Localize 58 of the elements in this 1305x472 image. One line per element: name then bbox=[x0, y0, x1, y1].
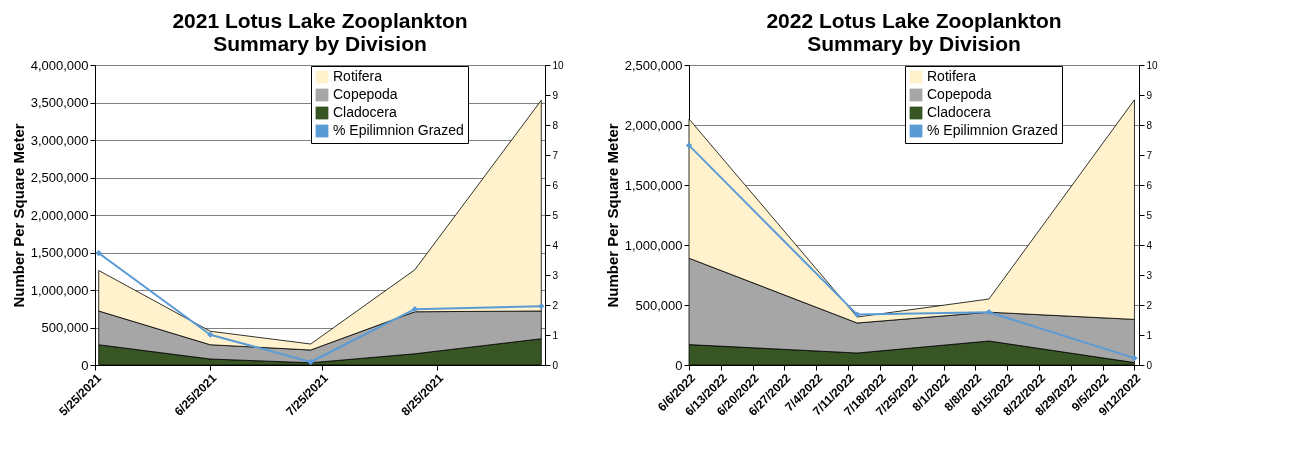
chart-title: 2021 Lotus Lake Zooplankton Summary by Division bbox=[172, 9, 468, 55]
point bbox=[95, 249, 102, 257]
y-axis-title: Number Per Square Meter bbox=[9, 123, 27, 308]
y2-tick-label: 8 bbox=[1146, 119, 1153, 131]
y2-tick-label: 6 bbox=[552, 179, 559, 191]
y2-tick-label: 1 bbox=[1146, 329, 1153, 341]
y2-tick-label: 5 bbox=[552, 209, 559, 221]
point bbox=[854, 311, 861, 318]
y-tick-label: 0 bbox=[675, 357, 683, 373]
y2-tick-label: 4 bbox=[552, 239, 559, 251]
point bbox=[685, 142, 693, 149]
y-tick-label: 1,000,000 bbox=[30, 282, 89, 298]
y2-tick-label: 8 bbox=[552, 119, 559, 131]
y-tick-label: 2,000,000 bbox=[624, 117, 683, 133]
y2-tick-label: 6 bbox=[1146, 179, 1153, 191]
legend-label: Rotifera bbox=[333, 68, 383, 84]
y2-tick-label: 5 bbox=[1146, 209, 1153, 221]
y-tick-label: 500,000 bbox=[635, 297, 683, 313]
y2-tick-label: 7 bbox=[552, 149, 559, 161]
y-tick-label: 2,500,000 bbox=[624, 57, 683, 73]
y2-tick-label: 3 bbox=[1146, 269, 1153, 281]
y2-tick-label: 0 bbox=[1146, 359, 1153, 371]
point bbox=[411, 306, 418, 313]
y2-tick-label: 10 bbox=[552, 59, 565, 71]
y-axis-title: Number Per Square Meter bbox=[603, 123, 621, 308]
legend-label: Copepoda bbox=[927, 86, 992, 102]
point bbox=[207, 331, 214, 338]
y-tick-label: 0 bbox=[81, 357, 89, 373]
y-tick-label: 1,500,000 bbox=[30, 245, 89, 260]
point bbox=[985, 309, 993, 316]
y2-tick-label: 9 bbox=[1146, 89, 1153, 101]
legend-label: Cladocera bbox=[927, 104, 992, 120]
legend-label: Copepoda bbox=[333, 86, 398, 102]
y-tick-label: 2,500,000 bbox=[30, 170, 89, 185]
y2-tick-label: 4 bbox=[1146, 239, 1153, 251]
y2-tick-label: 2 bbox=[552, 299, 559, 311]
chart-title: 2022 Lotus Lake Zooplankton Summary by Division bbox=[766, 9, 1062, 55]
legend-label: % Epilimnion Grazed bbox=[333, 122, 464, 138]
y2-tick-label: 10 bbox=[1146, 59, 1159, 71]
y2-tick-label: 0 bbox=[552, 359, 559, 371]
y-tick-label: 1,500,000 bbox=[624, 177, 683, 193]
y-tick-label: 500,000 bbox=[41, 320, 89, 335]
y-tick-label: 3,000,000 bbox=[30, 132, 89, 148]
y-tick-label: 4,000,000 bbox=[30, 57, 89, 73]
y-tick-label: 1,000,000 bbox=[624, 237, 683, 253]
point bbox=[307, 358, 314, 366]
legend-label: Cladocera bbox=[333, 104, 398, 120]
y2-tick-label: 3 bbox=[552, 269, 559, 281]
y-tick-label: 2,000,000 bbox=[30, 207, 89, 223]
point bbox=[1131, 354, 1138, 362]
y2-tick-label: 7 bbox=[1146, 149, 1153, 161]
y2-tick-label: 1 bbox=[552, 329, 559, 341]
legend-label: % Epilimnion Grazed bbox=[927, 122, 1058, 138]
y2-tick-label: 9 bbox=[552, 89, 559, 101]
point bbox=[538, 303, 545, 310]
legend-label: Rotifera bbox=[927, 68, 977, 84]
y-tick-label: 3,500,000 bbox=[30, 95, 89, 110]
y2-tick-label: 2 bbox=[1146, 299, 1153, 311]
